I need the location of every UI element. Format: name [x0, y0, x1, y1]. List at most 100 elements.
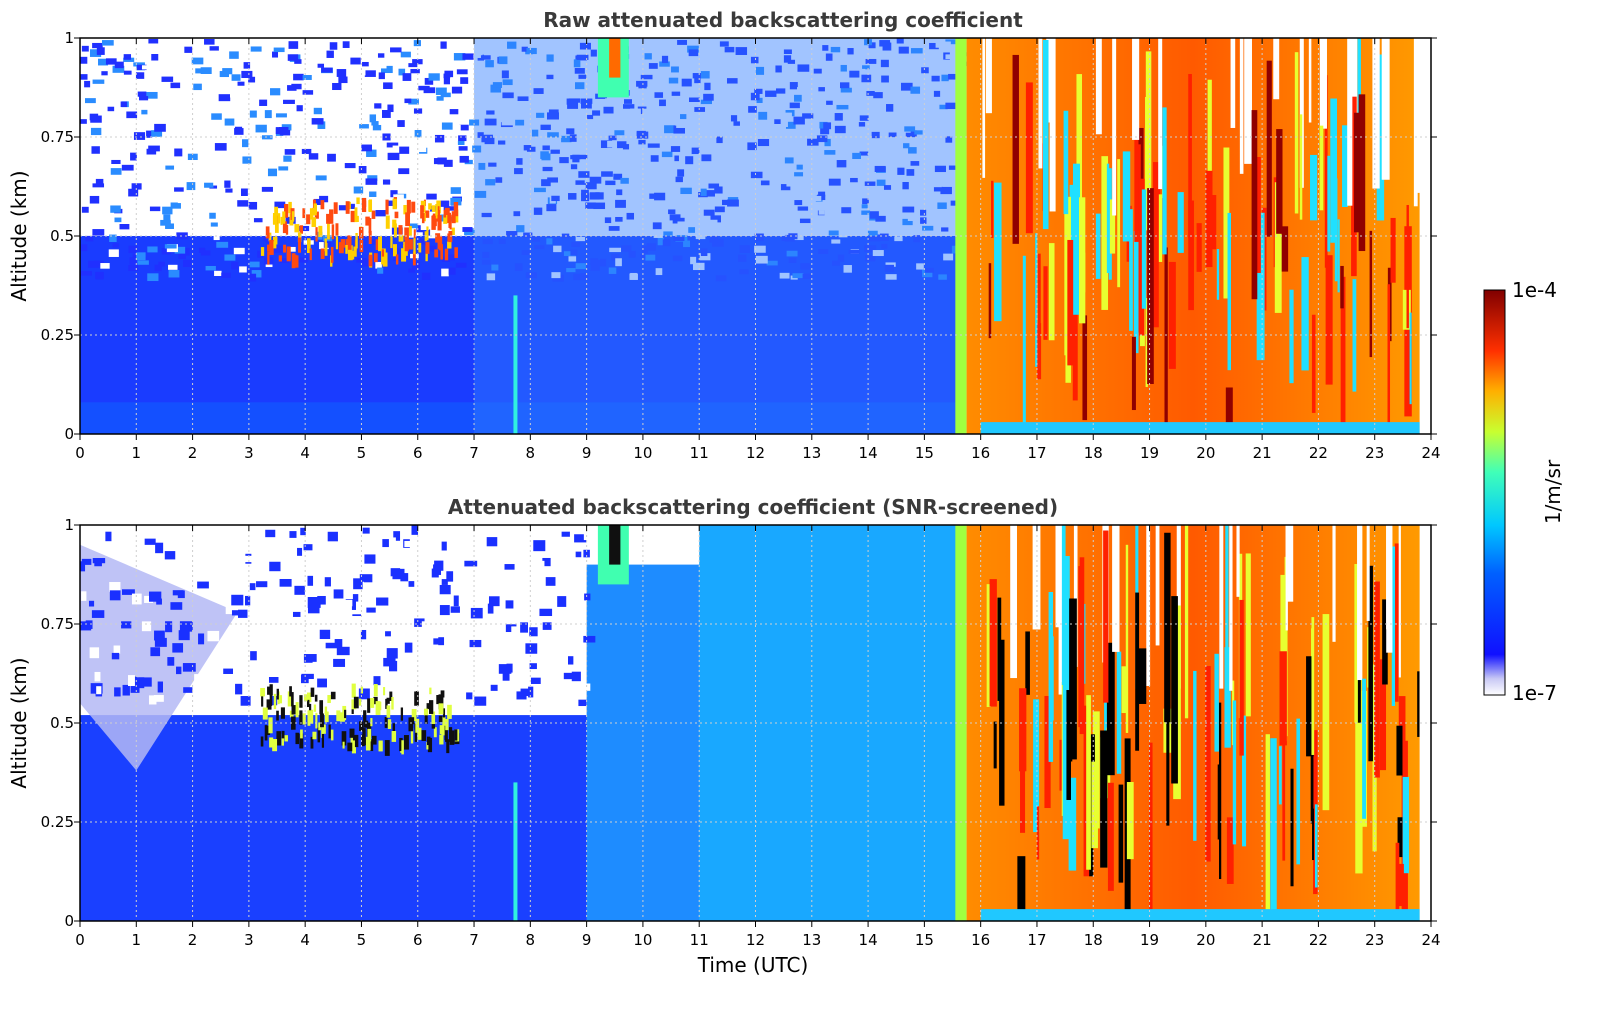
noise-cell — [130, 152, 137, 161]
noise-cell — [540, 151, 549, 159]
noise-cell — [834, 113, 843, 121]
noise-cell — [879, 233, 889, 241]
noise-cell — [202, 526, 209, 535]
noise-cell — [628, 250, 636, 258]
stripe-cell — [1362, 678, 1367, 819]
noise-cell — [241, 702, 255, 710]
noise-cell — [213, 234, 220, 241]
noise-cell — [179, 621, 193, 632]
noise-cell — [352, 594, 359, 602]
aerosol-layer-cell — [347, 235, 352, 250]
noise-cell — [267, 615, 277, 625]
noise-cell — [359, 574, 373, 583]
noise-cell — [578, 90, 587, 97]
noise-cell — [546, 74, 554, 80]
noise-cell — [902, 218, 913, 226]
noise-cell — [136, 64, 147, 71]
aerosol-layer-cell — [351, 699, 357, 710]
aerosol-layer-cell — [414, 691, 419, 706]
noise-cell — [146, 148, 157, 155]
noise-cell — [894, 236, 903, 242]
noise-cell — [724, 46, 735, 53]
stripe-cell — [1387, 284, 1391, 427]
noise-cell — [564, 52, 575, 59]
noise-cell — [372, 124, 382, 131]
x-tick-label: 20 — [1196, 931, 1215, 949]
stripe-cell — [1406, 204, 1409, 329]
aerosol-layer-cell — [435, 204, 438, 219]
noise-cell — [89, 195, 100, 204]
noise-cell — [583, 183, 595, 190]
noise-cell — [615, 258, 622, 267]
stripe-cell — [1193, 670, 1197, 841]
x-tick-label: 17 — [1027, 931, 1046, 949]
noise-cell — [277, 537, 289, 543]
stripe-cell — [1131, 336, 1136, 411]
noise-cell — [694, 77, 701, 84]
stripe-cell — [1284, 556, 1288, 737]
noise-cell — [642, 108, 654, 116]
stripe-cell — [1216, 249, 1220, 300]
noise-cell — [215, 154, 225, 161]
noise-cell — [818, 87, 825, 92]
stripe-cell — [1225, 525, 1229, 702]
aerosol-layer-cell — [431, 215, 436, 230]
noise-cell — [112, 65, 125, 73]
noise-cell — [604, 217, 612, 224]
stripe-cell — [985, 38, 992, 114]
aerosol-layer-cell — [408, 239, 413, 250]
noise-cell — [303, 544, 313, 551]
stripe-cell — [1379, 659, 1387, 771]
noise-cell — [575, 551, 582, 558]
aerosol-layer-cell — [404, 239, 409, 252]
x-tick-label: 3 — [244, 444, 254, 462]
noise-cell — [131, 183, 142, 190]
x-tick-label: 4 — [300, 931, 310, 949]
stripe-cell — [1310, 154, 1318, 221]
noise-cell — [462, 53, 474, 60]
noise-cell — [858, 122, 866, 127]
aerosol-layer-cell — [387, 719, 392, 729]
aerosol-layer-cell — [368, 200, 372, 212]
stripe-cell — [1301, 257, 1309, 371]
aerosol-layer-cell — [276, 731, 282, 746]
noise-cell — [377, 53, 385, 58]
noise-cell — [908, 147, 917, 154]
aerosol-layer-cell — [443, 209, 447, 218]
noise-cell — [336, 646, 350, 656]
noise-cell — [474, 190, 487, 198]
noise-cell — [283, 99, 295, 104]
stripe-cell — [1038, 38, 1043, 169]
noise-cell — [207, 630, 220, 642]
y-tick-label: 0.25 — [41, 813, 74, 831]
stripe-cell — [1032, 525, 1041, 630]
aerosol-layer-cell — [306, 238, 311, 254]
noise-cell — [353, 186, 364, 194]
noise-cell — [836, 160, 847, 168]
stripe-cell — [1394, 543, 1399, 702]
noise-cell — [566, 128, 575, 135]
aerosol-layer-cell — [353, 246, 357, 257]
noise-cell — [475, 573, 484, 582]
noise-cell — [573, 273, 581, 281]
aerosol-layer-cell — [265, 226, 270, 239]
aerosol-layer-cell — [353, 696, 359, 709]
noise-cell — [231, 594, 244, 606]
noise-cell — [383, 657, 396, 667]
noise-cell — [174, 246, 186, 254]
stripe-cell — [1116, 651, 1122, 774]
aerosol-layer-cell — [410, 727, 414, 744]
noise-cell — [237, 81, 245, 86]
noise-cell — [710, 215, 721, 223]
aerosol-layer-cell — [273, 241, 277, 249]
x-tick-label: 4 — [300, 444, 310, 462]
stripe-cell — [1327, 155, 1331, 252]
aerosol-layer-cell — [310, 736, 314, 749]
noise-cell — [187, 225, 194, 231]
stripe-cell — [1402, 776, 1410, 874]
noise-cell — [680, 187, 692, 195]
noise-cell — [224, 254, 236, 261]
aerosol-layer-cell — [269, 692, 273, 706]
stripe-cell — [1188, 200, 1194, 311]
